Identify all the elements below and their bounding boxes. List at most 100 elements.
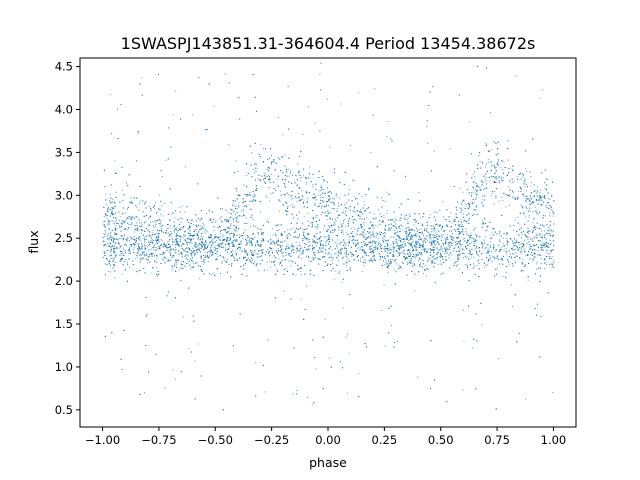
data-point (235, 214, 236, 215)
data-point (281, 241, 283, 243)
data-point (108, 270, 109, 272)
data-point (103, 235, 105, 237)
data-point (232, 204, 234, 206)
data-point (505, 247, 507, 249)
data-point (405, 244, 407, 246)
data-point (118, 243, 120, 244)
data-point (228, 144, 230, 146)
data-point (463, 249, 465, 251)
data-point (262, 248, 264, 250)
data-point (128, 252, 130, 254)
data-point (397, 255, 399, 257)
data-point (454, 221, 456, 222)
data-point (414, 230, 416, 232)
data-point (193, 224, 195, 226)
data-point (547, 246, 549, 248)
data-point (404, 258, 406, 260)
data-point (178, 243, 180, 245)
data-point (422, 241, 424, 243)
data-point (417, 247, 419, 249)
data-point (202, 223, 204, 225)
data-point (314, 252, 316, 254)
data-point (549, 212, 551, 214)
data-point (407, 263, 409, 265)
data-point (120, 238, 122, 239)
data-point (532, 222, 534, 224)
data-point (180, 239, 182, 241)
data-point (211, 274, 213, 276)
data-point (263, 179, 265, 181)
data-point (229, 217, 231, 219)
data-point (490, 195, 492, 197)
data-point (297, 163, 299, 165)
data-point (373, 236, 375, 238)
data-point (502, 199, 504, 201)
data-point (488, 247, 490, 249)
data-point (524, 248, 526, 250)
data-point (293, 246, 295, 248)
data-point (122, 247, 124, 249)
data-point (104, 229, 106, 231)
data-point (418, 192, 420, 194)
data-point (449, 243, 450, 245)
data-point (169, 252, 171, 253)
data-point (197, 343, 199, 345)
data-point (170, 213, 172, 215)
data-point (395, 233, 397, 235)
data-point (258, 178, 260, 180)
data-point (334, 279, 336, 281)
data-point (196, 261, 198, 263)
data-point (187, 247, 189, 249)
data-point (184, 236, 186, 238)
data-point (545, 215, 546, 217)
data-point (277, 117, 279, 118)
data-point (261, 243, 262, 245)
data-point (423, 243, 424, 245)
data-point (468, 236, 470, 238)
data-point (402, 241, 404, 243)
data-point (169, 248, 171, 250)
data-point (118, 244, 120, 245)
data-point (140, 232, 142, 234)
data-point (444, 240, 446, 242)
data-point (348, 189, 350, 191)
data-point (194, 360, 196, 362)
data-point (401, 246, 403, 248)
data-point (455, 240, 457, 242)
data-point (387, 245, 388, 247)
data-point (474, 265, 476, 267)
data-point (400, 267, 402, 269)
data-point (334, 270, 336, 272)
data-point (234, 238, 236, 240)
data-point (506, 174, 508, 176)
data-point (455, 265, 457, 267)
data-point (474, 191, 476, 193)
data-point (275, 224, 277, 226)
data-point (214, 234, 216, 235)
data-point (271, 243, 273, 245)
data-point (474, 249, 476, 251)
data-point (233, 225, 235, 226)
data-point (441, 237, 443, 239)
data-point (205, 257, 207, 259)
data-point (486, 187, 488, 189)
data-point (411, 264, 413, 266)
data-point (156, 233, 158, 235)
data-point (149, 206, 151, 208)
data-point (229, 245, 230, 247)
data-point (453, 221, 455, 223)
data-point (170, 231, 171, 232)
data-point (252, 199, 254, 200)
data-point (207, 261, 209, 262)
data-point (437, 241, 439, 243)
data-point (345, 251, 347, 253)
data-point (445, 253, 447, 255)
data-point (417, 376, 419, 378)
data-point (110, 238, 112, 240)
data-point (493, 256, 495, 258)
data-point (525, 200, 527, 201)
data-point (314, 204, 316, 206)
data-point (303, 216, 305, 218)
data-point (160, 222, 162, 224)
data-point (427, 251, 429, 253)
